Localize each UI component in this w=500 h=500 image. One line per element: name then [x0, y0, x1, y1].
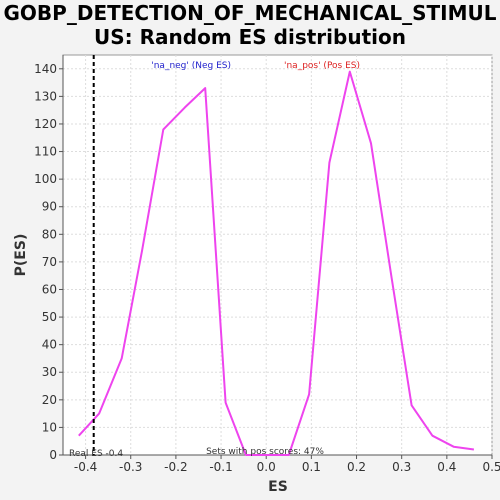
- y-axis-label: P(ES): [13, 234, 29, 277]
- x-tick-label: -0.4: [74, 460, 97, 474]
- y-tick-label: 0: [49, 448, 57, 462]
- y-tick-label: 110: [34, 145, 57, 159]
- x-tick-label: -0.2: [164, 460, 187, 474]
- y-tick-label: 140: [34, 62, 57, 76]
- y-tick-label: 80: [42, 227, 57, 241]
- y-tick-label: 30: [42, 365, 57, 379]
- es-distribution-line: [78, 70, 475, 456]
- x-tick-label: 0.5: [482, 460, 500, 474]
- x-tick-label: 0.3: [392, 460, 411, 474]
- legend-pos-es: 'na_pos' (Pos ES): [284, 61, 360, 71]
- real-es-annotation: Real ES -0.4: [69, 449, 123, 459]
- pos-scores-annotation: Sets with pos scores: 47%: [206, 447, 324, 457]
- x-tick-label: 0.4: [437, 460, 456, 474]
- legend-neg-es: 'na_neg' (Neg ES): [151, 61, 231, 71]
- grid-lines: [63, 55, 493, 456]
- x-ticks: -0.4 -0.3 -0.2 -0.1 0.0 0.1 0.2 0.3 0.4 0.5: [74, 455, 500, 474]
- y-tick-label: 100: [34, 172, 57, 186]
- y-tick-label: 60: [42, 282, 57, 296]
- y-tick-label: 50: [42, 310, 57, 324]
- y-tick-label: 70: [42, 255, 57, 269]
- y-tick-label: 40: [42, 338, 57, 352]
- chart-title-line-1: GOBP_DETECTION_OF_MECHANICAL_STIMUL: [4, 1, 497, 25]
- y-ticks: 0 10 20 30 40 50 60 70 80 90 100 110 120 130 140: [34, 62, 63, 462]
- y-tick-label: 20: [42, 393, 57, 407]
- x-tick-label: 0.2: [347, 460, 366, 474]
- series: [78, 70, 475, 456]
- y-tick-label: 120: [34, 117, 57, 131]
- chart-title-line-2: US: Random ES distribution: [94, 25, 406, 49]
- x-tick-label: 0.0: [257, 460, 276, 474]
- plot-area: [62, 54, 493, 456]
- x-tick-label: -0.1: [209, 460, 232, 474]
- x-tick-label: -0.3: [119, 460, 142, 474]
- y-tick-label: 10: [42, 420, 57, 434]
- x-tick-label: 0.1: [302, 460, 321, 474]
- y-tick-label: 130: [34, 89, 57, 103]
- y-tick-label: 90: [42, 200, 57, 214]
- x-axis-label: ES: [268, 479, 288, 495]
